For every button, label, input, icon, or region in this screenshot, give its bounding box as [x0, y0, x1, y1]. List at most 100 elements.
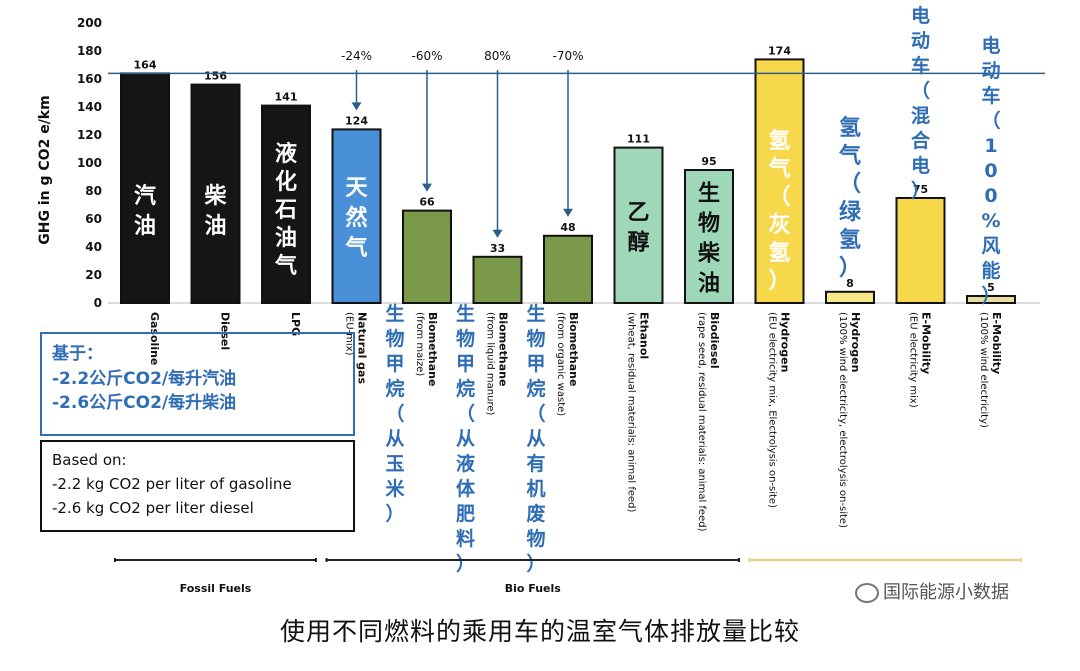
en-note-title: Based on:	[52, 451, 127, 469]
chinese-fuel-label-char: ）	[981, 284, 1000, 307]
bar	[613, 146, 664, 304]
bar-value-label: 95	[701, 155, 716, 168]
chinese-fuel-label-char: ）	[456, 552, 475, 575]
watermark-text: 国际能源小数据	[883, 582, 1009, 603]
chinese-fuel-label-char: 物	[526, 327, 545, 350]
chinese-fuel-label-char: ）	[526, 552, 545, 575]
chinese-fuel-label-char: 生	[385, 302, 404, 325]
watermark: 国际能源小数据	[855, 578, 1009, 604]
chinese-fuel-label-char: 风	[981, 235, 1000, 257]
x-tick-label: Biomethane	[426, 312, 439, 386]
chinese-fuel-label-char: 肥	[456, 503, 475, 525]
figure-caption: 使用不同燃料的乘用车的温室气体排放量比较	[279, 617, 800, 646]
chinese-fuel-label-char: 生	[526, 302, 545, 325]
x-tick-sublabel: (from maize)	[414, 312, 425, 376]
change-arrow-head	[422, 183, 432, 192]
chinese-fuel-label-char: 废	[526, 502, 545, 525]
bar-value-label: 156	[204, 70, 227, 83]
chinese-fuel-label-char: 汽	[134, 183, 156, 209]
chinese-fuel-label-char: 物	[526, 527, 545, 550]
bar	[402, 209, 452, 305]
chinese-fuel-label-char: 玉	[385, 453, 404, 475]
bar-value-label: 141	[275, 91, 298, 104]
change-arrow-head	[351, 102, 362, 111]
chinese-fuel-label-char: 料	[456, 527, 475, 550]
chinese-fuel-label-char: 油	[698, 272, 720, 297]
chinese-fuel-label-char: 烷	[385, 377, 404, 400]
chinese-fuel-label-char: 电	[981, 34, 1000, 57]
y-tick-label: 200	[77, 16, 102, 30]
chinese-fuel-label-char: 油	[134, 214, 156, 239]
x-tick-label: Biodiesel	[708, 312, 721, 369]
chinese-fuel-label-char: 机	[526, 478, 545, 500]
cn-note-title: 基于：	[52, 344, 103, 364]
chinese-fuel-label-char: 有	[526, 452, 545, 475]
chinese-fuel-label-char: 柴	[697, 242, 721, 267]
chinese-fuel-label-char: 灰	[768, 212, 790, 238]
chinese-fuel-label-char: ）	[385, 502, 404, 525]
chinese-fuel-label-char: ）	[911, 179, 930, 202]
x-tick-label: Natural gas	[356, 312, 369, 384]
chinese-fuel-label-char: 氢	[768, 240, 790, 266]
chinese-fuel-label-char: 乙	[627, 200, 649, 225]
chinese-fuel-label-char: 体	[456, 477, 476, 500]
chinese-fuel-label-char: 气	[344, 235, 367, 261]
chinese-fuel-label-char: （	[981, 109, 1000, 132]
chinese-fuel-label-char: 化	[275, 169, 297, 195]
chinese-fuel-label-char: ）	[768, 269, 790, 294]
x-tick-sublabel: (100% wind electricity)	[978, 312, 989, 428]
chinese-fuel-label-char: 从	[456, 428, 475, 450]
chinese-fuel-label-char: ）	[839, 256, 861, 281]
chinese-fuel-label-char: 动	[981, 60, 1000, 82]
x-tick-sublabel: (from organic waste)	[555, 312, 566, 416]
chinese-fuel-label-char: 从	[526, 428, 545, 450]
x-tick-sublabel: (from liquid manure)	[485, 312, 496, 415]
bar-value-label: 174	[768, 44, 791, 57]
y-tick-label: 160	[77, 72, 102, 86]
bar-value-label: 5	[987, 281, 995, 294]
change-label: -70%	[552, 49, 583, 63]
chinese-fuel-label-char: 合	[911, 129, 931, 152]
english-assumption-note: Based on: -2.2 kg CO2 per liter of gasol…	[40, 440, 355, 532]
x-tick-label: E-Mobility	[990, 312, 1003, 374]
x-tick-sublabel: (EU electricity mix)	[908, 312, 919, 408]
y-tick-label: 180	[77, 44, 102, 58]
en-note-line-1: -2.2 kg CO2 per liter of gasoline	[52, 475, 292, 493]
chinese-fuel-label-char: 0	[984, 185, 997, 207]
bar-value-label: 48	[560, 221, 575, 234]
chinese-fuel-label-char: 然	[345, 205, 367, 231]
chinese-fuel-label-char: （	[768, 185, 790, 210]
chinese-fuel-label-char: 醇	[627, 229, 649, 255]
ghg-bar-chart: GHG in g CO2 e/km02040608010012014016018…	[37, 4, 1045, 595]
x-tick-label: Biomethane	[567, 312, 580, 386]
chinese-fuel-label-char: 绿	[839, 199, 862, 225]
chinese-fuel-label-char: 电	[911, 154, 930, 177]
bar	[472, 255, 523, 304]
bar	[966, 295, 1016, 304]
y-tick-label: 140	[77, 100, 102, 114]
chinese-fuel-label-char: 物	[456, 327, 475, 350]
y-axis-label: GHG in g CO2 e/km	[37, 95, 53, 244]
x-tick-label: Diesel	[219, 312, 232, 350]
chinese-fuel-label-char: 氢	[839, 227, 861, 253]
chinese-fuel-label-char: 液	[275, 141, 297, 167]
chinese-fuel-label-char: 烷	[456, 377, 475, 400]
cn-note-line-1: -2.2公斤CO2/每升汽油	[52, 368, 237, 389]
chinese-fuel-label-char: 物	[698, 211, 720, 237]
chinese-fuel-label-char: （	[456, 402, 475, 425]
x-tick-sublabel: (rape seed, residual materials: animal f…	[696, 312, 707, 532]
y-tick-label: 20	[85, 268, 102, 282]
en-note-line-2: -2.6 kg CO2 per liter diesel	[52, 499, 254, 517]
group-label: Bio Fuels	[505, 582, 562, 595]
group-bracket	[748, 558, 1022, 562]
chinese-fuel-label-char: 液	[456, 452, 476, 475]
x-tick-sublabel: (100% wind electricity, electrolysis on-…	[837, 312, 848, 528]
group-bracket	[325, 558, 740, 562]
change-label: -60%	[411, 49, 442, 63]
bar	[825, 290, 875, 304]
bar	[120, 72, 170, 305]
change-label: 80%	[484, 49, 511, 63]
y-tick-label: 80	[85, 184, 102, 198]
chinese-fuel-label-char: %	[981, 210, 1000, 232]
chinese-fuel-label-char: 电	[911, 4, 930, 27]
